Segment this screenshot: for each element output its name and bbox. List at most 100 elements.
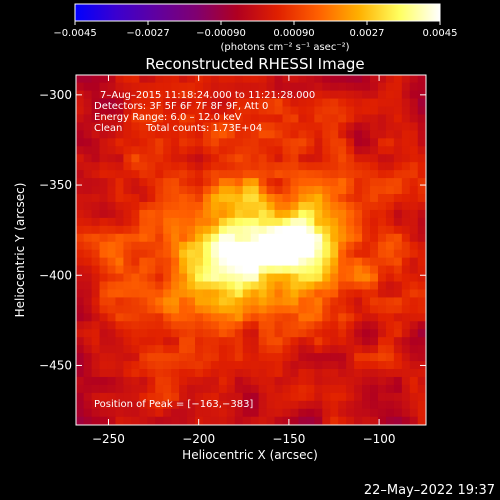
heatmap-cell xyxy=(195,313,204,322)
heatmap-cell xyxy=(258,194,268,203)
heatmap-cell xyxy=(346,90,355,100)
heatmap-cell xyxy=(171,337,180,346)
heatmap-cell xyxy=(171,281,180,291)
heatmap-cell xyxy=(370,289,379,299)
heatmap-cell xyxy=(338,297,347,306)
heatmap-cell xyxy=(210,138,220,147)
heatmap-cell xyxy=(115,297,125,306)
heatmap-cell xyxy=(282,369,292,378)
heatmap-cell xyxy=(147,416,156,425)
heatmap-cell xyxy=(385,313,395,322)
heatmap-cell xyxy=(76,265,85,275)
heatmap-cell xyxy=(163,233,172,243)
heatmap-cell xyxy=(306,321,315,330)
heatmap-cell xyxy=(99,392,109,402)
heatmap-cell xyxy=(354,392,363,402)
heatmap-cell xyxy=(314,273,323,283)
heatmap-cell xyxy=(282,75,292,84)
heatmap-cell xyxy=(258,98,268,108)
heatmap-cell xyxy=(171,257,180,267)
heatmap-cell xyxy=(226,353,236,362)
heatmap-cell xyxy=(393,241,403,251)
heatmap-cell xyxy=(409,345,419,354)
heatmap-cell xyxy=(91,353,101,362)
heatmap-cell xyxy=(314,257,323,267)
heatmap-cell xyxy=(147,400,156,410)
heatmap-cell xyxy=(163,257,172,267)
heatmap-cell xyxy=(115,217,125,227)
heatmap-cell xyxy=(385,353,395,362)
heatmap-cell xyxy=(155,400,164,410)
heatmap-cell xyxy=(362,408,371,418)
heatmap-cell xyxy=(409,154,419,163)
heatmap-cell xyxy=(385,82,395,92)
heatmap-cell xyxy=(409,313,419,322)
colorbar-tick-label: −0.0045 xyxy=(53,28,96,39)
heatmap-cell xyxy=(266,273,276,283)
heatmap-cell xyxy=(314,194,323,203)
heatmap-cell xyxy=(234,281,244,291)
heatmap-cell xyxy=(226,265,236,275)
heatmap-cell xyxy=(171,154,180,163)
heatmap-cell xyxy=(107,408,117,418)
heatmap-cell xyxy=(274,384,284,394)
heatmap-cell xyxy=(282,154,292,163)
heatmap-cell xyxy=(83,408,93,418)
heatmap-cell xyxy=(115,98,125,108)
heatmap-cell xyxy=(131,353,140,362)
x-axis-ticks: −250 −200 −150 −100 xyxy=(92,75,396,446)
heatmap-cell xyxy=(131,98,140,108)
heatmap-cell xyxy=(346,384,355,394)
heatmap-cell xyxy=(409,114,419,124)
heatmap-cell xyxy=(306,154,315,163)
heatmap-cell xyxy=(115,82,125,92)
heatmap-cell xyxy=(139,345,148,354)
heatmap-cell xyxy=(385,154,395,163)
heatmap-cell xyxy=(338,281,347,291)
heatmap-cell xyxy=(76,321,85,330)
heatmap-cell xyxy=(354,170,363,179)
heatmap-cell xyxy=(250,122,260,131)
heatmap-cell xyxy=(155,162,164,171)
heatmap-cell xyxy=(409,249,419,259)
heatmap-cell xyxy=(91,249,101,259)
heatmap-cell xyxy=(147,257,156,267)
heatmap-cell xyxy=(322,369,331,378)
heatmap-cell xyxy=(314,353,323,362)
heatmap-cell xyxy=(107,257,117,267)
heatmap-cell xyxy=(107,321,117,330)
heatmap-cell xyxy=(282,289,292,299)
heatmap-cell xyxy=(274,257,284,267)
heatmap-cell xyxy=(179,376,188,386)
heatmap-cell xyxy=(250,305,260,314)
heatmap-cell xyxy=(393,82,403,92)
heatmap-cell xyxy=(123,345,132,354)
heatmap-cell xyxy=(218,209,228,219)
heatmap-cell xyxy=(250,392,260,402)
heatmap-cell xyxy=(266,408,276,418)
heatmap-cell xyxy=(393,225,403,235)
heatmap-cell xyxy=(266,186,276,195)
heatmap-cell xyxy=(218,400,228,410)
annotation-energy-range: Energy Range: 6.0 – 12.0 keV xyxy=(94,112,242,123)
heatmap-cell xyxy=(107,146,117,155)
heatmap-cell xyxy=(155,265,164,275)
heatmap-cell xyxy=(385,225,395,235)
heatmap-cell xyxy=(195,130,204,139)
heatmap-cell xyxy=(234,361,244,370)
heatmap-cell xyxy=(377,265,387,275)
heatmap-cell xyxy=(210,154,220,163)
heatmap-cell xyxy=(401,369,411,378)
heatmap-cell xyxy=(346,408,355,418)
heatmap-cell xyxy=(409,321,419,330)
heatmap-cell xyxy=(370,305,379,314)
heatmap-cell xyxy=(274,376,284,386)
heatmap-cell xyxy=(362,297,371,306)
heatmap-cell xyxy=(314,90,323,100)
heatmap-cell xyxy=(298,241,307,251)
heatmap-cell xyxy=(370,376,379,386)
heatmap-cell xyxy=(298,90,307,100)
heatmap-cell xyxy=(417,265,426,275)
heatmap-cell xyxy=(147,98,156,108)
heatmap-cell xyxy=(266,297,276,306)
